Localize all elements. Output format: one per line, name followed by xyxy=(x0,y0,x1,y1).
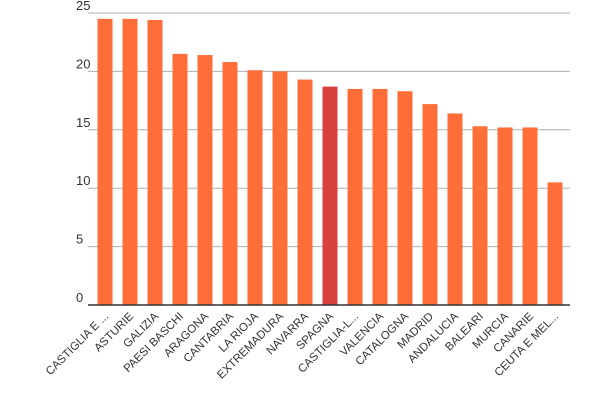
bar-cantabria xyxy=(222,62,238,305)
y-tick-label: 20 xyxy=(76,56,90,71)
y-tick-label: 5 xyxy=(76,232,83,247)
bar-canarie xyxy=(522,127,538,306)
bars xyxy=(97,18,563,306)
bar-valencia xyxy=(372,88,388,305)
bar-la-rioja xyxy=(247,70,263,306)
bar-andalucia xyxy=(447,113,463,305)
bar-castiglia-l xyxy=(347,88,363,305)
bar-extremadura xyxy=(272,71,288,306)
bar-catalogna xyxy=(397,91,413,305)
y-tick-label: 0 xyxy=(76,290,83,305)
y-tick-label: 15 xyxy=(76,115,90,130)
bar-madrid xyxy=(422,104,438,305)
bar-asturie xyxy=(122,18,138,306)
bar-ceuta-e-mel xyxy=(547,182,563,305)
y-tick-label: 10 xyxy=(76,173,90,188)
y-axis-ticks: 0 5 10 15 20 25 xyxy=(76,0,90,305)
bar-castiglia-e xyxy=(97,18,113,306)
bar-spagna xyxy=(322,86,338,305)
bar-murcia xyxy=(497,127,513,306)
bar-baleari xyxy=(472,126,488,306)
bar-navarra xyxy=(297,79,313,306)
y-tick-label: 25 xyxy=(76,0,90,13)
bar-galizia xyxy=(147,20,163,306)
bar-paesi-baschi xyxy=(172,53,188,305)
bar-aragona xyxy=(197,55,213,305)
